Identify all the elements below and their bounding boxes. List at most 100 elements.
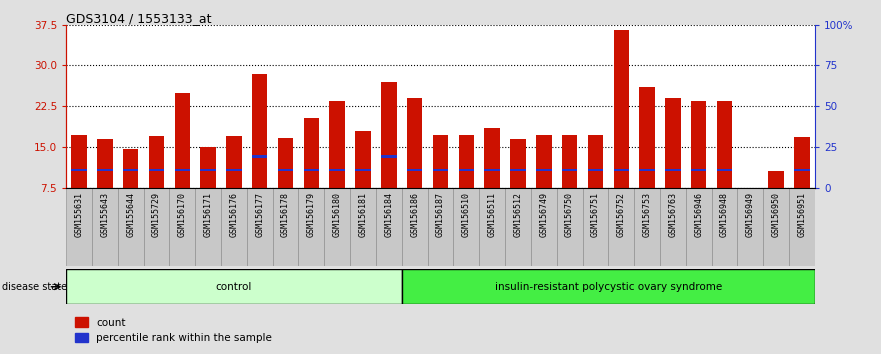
Bar <box>768 212 784 215</box>
Bar <box>763 188 789 266</box>
Bar <box>381 155 396 158</box>
Bar <box>402 269 815 304</box>
Bar <box>510 139 526 188</box>
Bar <box>278 138 293 188</box>
Text: GSM156510: GSM156510 <box>462 192 470 236</box>
Text: GSM156753: GSM156753 <box>642 192 652 236</box>
Bar <box>588 135 603 188</box>
Text: GSM156751: GSM156751 <box>591 192 600 236</box>
Text: GSM155643: GSM155643 <box>100 192 109 236</box>
Bar <box>402 188 427 266</box>
Bar <box>272 188 299 266</box>
Bar <box>355 131 371 188</box>
Text: GSM156171: GSM156171 <box>204 192 212 236</box>
Bar <box>278 169 293 171</box>
Bar <box>97 139 113 188</box>
Bar <box>433 169 448 171</box>
Text: GSM156170: GSM156170 <box>178 192 187 236</box>
Bar <box>562 169 577 171</box>
Text: GSM156184: GSM156184 <box>384 192 393 236</box>
Text: disease state: disease state <box>2 282 67 292</box>
Text: GSM156179: GSM156179 <box>307 192 316 236</box>
Bar <box>789 188 815 266</box>
Legend: count, percentile rank within the sample: count, percentile rank within the sample <box>71 313 277 347</box>
Bar <box>531 188 557 266</box>
Text: GSM156186: GSM156186 <box>411 192 419 236</box>
Text: GSM156949: GSM156949 <box>746 192 755 236</box>
Bar <box>510 169 526 171</box>
Bar <box>226 169 241 171</box>
Text: GSM156749: GSM156749 <box>539 192 548 236</box>
Text: GSM156187: GSM156187 <box>436 192 445 236</box>
Text: GSM156181: GSM156181 <box>359 192 367 236</box>
Bar <box>304 118 319 188</box>
Bar <box>376 188 402 266</box>
Text: GSM156946: GSM156946 <box>694 192 703 236</box>
Bar <box>92 188 118 266</box>
Bar <box>485 169 500 171</box>
Text: GSM156512: GSM156512 <box>514 192 522 236</box>
Bar <box>329 169 345 171</box>
Bar <box>174 93 190 188</box>
Bar <box>71 135 86 188</box>
Bar <box>459 169 474 171</box>
Bar <box>768 171 784 188</box>
Bar <box>795 169 810 171</box>
Bar <box>685 188 712 266</box>
Bar <box>169 188 196 266</box>
Bar <box>196 188 221 266</box>
Bar <box>226 136 241 188</box>
Bar <box>609 188 634 266</box>
Bar <box>200 147 216 188</box>
Text: GSM156763: GSM156763 <box>669 192 677 236</box>
Bar <box>454 188 479 266</box>
Bar <box>355 169 371 171</box>
Bar <box>118 188 144 266</box>
Bar <box>691 169 707 171</box>
Bar <box>665 169 681 171</box>
Bar <box>717 101 732 188</box>
Text: GSM156180: GSM156180 <box>333 192 342 236</box>
Bar <box>712 188 737 266</box>
Bar <box>557 188 582 266</box>
Bar <box>737 188 763 266</box>
Bar <box>304 169 319 171</box>
Bar <box>144 188 169 266</box>
Bar <box>407 98 422 188</box>
Text: GDS3104 / 1553133_at: GDS3104 / 1553133_at <box>66 12 211 25</box>
Bar <box>381 82 396 188</box>
Bar <box>66 269 402 304</box>
Bar <box>582 188 609 266</box>
Bar <box>640 87 655 188</box>
Bar <box>149 169 164 171</box>
Bar <box>407 169 422 171</box>
Bar <box>613 169 629 171</box>
Text: GSM156948: GSM156948 <box>720 192 729 236</box>
Bar <box>329 101 345 188</box>
Text: GSM155644: GSM155644 <box>126 192 135 236</box>
Text: GSM156951: GSM156951 <box>797 192 806 236</box>
Bar <box>536 169 552 171</box>
Bar <box>536 135 552 188</box>
Text: GSM156752: GSM156752 <box>617 192 626 236</box>
Bar <box>299 188 324 266</box>
Text: GSM156950: GSM156950 <box>772 192 781 236</box>
Bar <box>634 188 660 266</box>
Bar <box>149 136 164 188</box>
Bar <box>613 30 629 188</box>
Bar <box>562 135 577 188</box>
Text: GSM156176: GSM156176 <box>229 192 239 236</box>
Bar <box>71 169 86 171</box>
Bar <box>350 188 376 266</box>
Bar <box>200 169 216 171</box>
Bar <box>505 188 531 266</box>
Text: insulin-resistant polycystic ovary syndrome: insulin-resistant polycystic ovary syndr… <box>495 282 722 292</box>
Bar <box>485 129 500 188</box>
Bar <box>174 169 190 171</box>
Text: GSM156750: GSM156750 <box>565 192 574 236</box>
Bar <box>122 149 138 188</box>
Bar <box>588 169 603 171</box>
Text: control: control <box>216 282 252 292</box>
Text: GSM155631: GSM155631 <box>75 192 84 236</box>
Bar <box>479 188 505 266</box>
